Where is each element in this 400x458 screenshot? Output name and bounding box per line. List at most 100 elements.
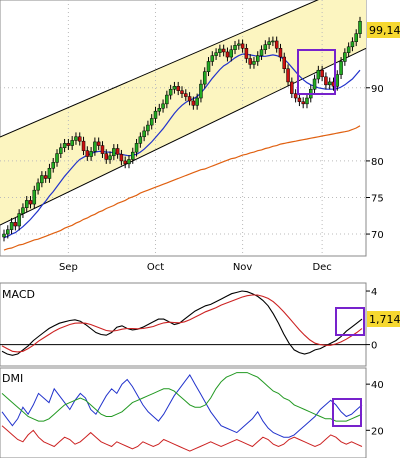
candle-body xyxy=(168,88,173,96)
candle-body xyxy=(259,49,264,56)
candlestick xyxy=(123,156,127,169)
candle-body xyxy=(104,153,109,160)
candle-body xyxy=(248,58,252,65)
dmi-panel-border xyxy=(0,367,367,458)
macd-last-value-box xyxy=(367,311,400,327)
dmi-adx-line xyxy=(1,372,363,422)
candle-body xyxy=(237,43,241,46)
candlestick xyxy=(176,81,180,96)
candle-body xyxy=(327,81,332,86)
candlestick xyxy=(237,39,241,50)
candle-body xyxy=(255,55,260,62)
candle-body xyxy=(96,141,101,146)
candle-body xyxy=(119,154,124,162)
candlestick xyxy=(221,44,226,57)
candle-body xyxy=(100,145,105,154)
candlestick xyxy=(168,84,173,100)
price-y-axis: 70 75 80 90 xyxy=(366,84,384,241)
candlestick xyxy=(13,217,18,231)
candlestick xyxy=(32,185,37,209)
candle-body xyxy=(286,68,290,83)
candle-body xyxy=(218,48,222,53)
candle-body xyxy=(240,43,245,49)
candle-body xyxy=(165,94,169,105)
candlestick xyxy=(9,217,14,235)
candle-body xyxy=(123,160,127,165)
candle-body xyxy=(43,175,48,179)
candlesticks xyxy=(2,16,362,242)
candle-body xyxy=(180,90,184,94)
candle-body xyxy=(55,153,59,163)
candlestick xyxy=(240,39,245,53)
candlestick xyxy=(263,40,268,55)
candlestick xyxy=(218,44,222,58)
candlestick xyxy=(305,93,309,109)
candlestick xyxy=(286,64,290,87)
candle-body xyxy=(184,93,188,97)
candlestick xyxy=(320,65,324,82)
candlestick xyxy=(255,51,260,66)
candle-body xyxy=(6,229,10,235)
candlestick xyxy=(112,144,116,161)
candlestick xyxy=(312,74,317,94)
candle-body xyxy=(13,222,18,227)
candle-body xyxy=(47,167,52,179)
candle-body xyxy=(153,110,158,119)
candle-body xyxy=(195,97,199,106)
macd-panel: MACD 04 1,714 xyxy=(0,282,400,367)
candle-body xyxy=(112,148,116,157)
candle-body xyxy=(187,96,192,102)
candlestick xyxy=(6,225,10,239)
candle-body xyxy=(89,151,93,157)
price-panel-border xyxy=(0,0,367,257)
candle-body xyxy=(161,103,165,109)
candle-body xyxy=(21,207,25,214)
candle-body xyxy=(293,93,298,99)
candlestick xyxy=(47,163,52,183)
candle-body xyxy=(210,55,215,62)
candle-body xyxy=(77,136,82,142)
candle-body xyxy=(74,136,78,141)
candle-body xyxy=(149,118,154,126)
candle-body xyxy=(51,162,55,169)
candle-body xyxy=(343,52,347,62)
dmi-ytick-label: 20 xyxy=(371,426,384,437)
candlestick xyxy=(138,132,143,148)
dmi-title: DMI xyxy=(2,372,23,385)
candlestick xyxy=(282,52,287,74)
candle-body xyxy=(335,74,340,87)
candle-body xyxy=(229,49,233,58)
candle-body xyxy=(24,200,29,208)
highlight-box-macd xyxy=(335,307,365,336)
candlestick xyxy=(115,144,120,159)
month-label: Oct xyxy=(147,262,164,273)
candlestick xyxy=(157,103,162,116)
dmi-ytick-label: 40 xyxy=(371,380,384,391)
candlestick xyxy=(134,138,139,157)
candlestick xyxy=(191,96,196,110)
candle-body xyxy=(301,101,305,105)
candlestick xyxy=(28,196,33,209)
candlestick xyxy=(229,45,233,62)
candlestick xyxy=(339,57,343,79)
candlestick xyxy=(259,45,264,60)
candle-body xyxy=(59,147,63,154)
candle-body xyxy=(62,143,67,148)
highlight-box-price xyxy=(297,49,336,95)
candle-body xyxy=(176,86,180,91)
candle-body xyxy=(146,124,150,132)
candle-body xyxy=(305,97,309,105)
candle-body xyxy=(312,78,317,90)
channel-upper-line xyxy=(0,0,319,138)
candlestick xyxy=(153,106,158,123)
candlestick xyxy=(184,89,188,101)
candle-body xyxy=(81,140,86,151)
candlestick xyxy=(142,126,146,142)
candle-body xyxy=(252,61,256,65)
price-last-value-badge: 99,14 xyxy=(367,22,400,38)
candlestick xyxy=(127,155,131,169)
candlestick xyxy=(21,203,25,218)
candle-body xyxy=(9,222,14,230)
candle-body xyxy=(40,175,44,184)
